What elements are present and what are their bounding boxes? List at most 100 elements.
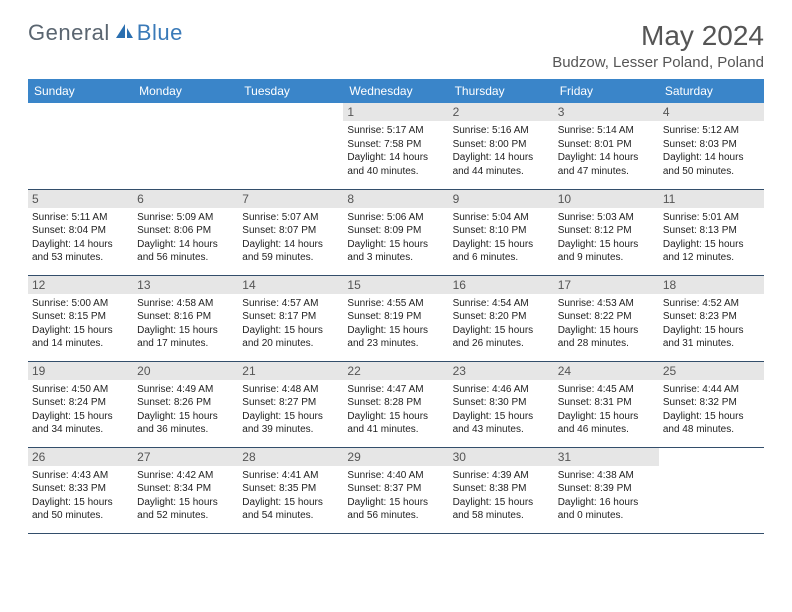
day-info: Sunrise: 4:47 AMSunset: 8:28 PMDaylight:… (347, 383, 444, 437)
calendar-day-cell: 28Sunrise: 4:41 AMSunset: 8:35 PMDayligh… (238, 447, 343, 533)
day-info: Sunrise: 5:16 AMSunset: 8:00 PMDaylight:… (453, 124, 550, 178)
logo-sail-icon (114, 22, 134, 45)
calendar-day-cell: 10 Sunrise: 5:03 AMSunset: 8:12 PMDayligh… (554, 189, 659, 275)
day-number: 6 (133, 190, 238, 208)
day-info: Sunrise: 5:09 AMSunset: 8:06 PMDaylight:… (137, 211, 234, 265)
weekday-header: Thursday (449, 79, 554, 103)
day-info: Sunrise: 5:04 AMSunset: 8:10 PMDaylight:… (453, 211, 550, 265)
calendar-day-cell: 27 Sunrise: 4:42 AMSunset: 8:34 PMDayligh… (133, 447, 238, 533)
day-number: 17 (554, 276, 659, 294)
day-number: 20 (133, 362, 238, 380)
day-info: Sunrise: 4:46 AMSunset: 8:30 PMDaylight:… (453, 383, 550, 437)
calendar-day-cell: 6 Sunrise: 5:09 AMSunset: 8:06 PMDaylight… (133, 189, 238, 275)
calendar-day-cell: 18 Sunrise: 4:52 AMSunset: 8:23 PMDayligh… (659, 275, 764, 361)
calendar-day-cell: 26 Sunrise: 4:43 AMSunset: 8:33 PMDayligh… (28, 447, 133, 533)
calendar-day-cell (28, 103, 133, 189)
calendar-day-cell: 11 Sunrise: 5:01 AMSunset: 8:13 PMDayligh… (659, 189, 764, 275)
calendar-day-cell: 17Sunrise: 4:53 AMSunset: 8:22 PMDayligh… (554, 275, 659, 361)
day-number: 27 (133, 448, 238, 466)
day-info: Sunrise: 4:43 AMSunset: 8:33 PMDaylight:… (32, 469, 129, 523)
day-number: 16 (449, 276, 554, 294)
day-number: 25 (659, 362, 764, 380)
day-number: 31 (554, 448, 659, 466)
day-info: Sunrise: 4:48 AMSunset: 8:27 PMDaylight:… (242, 383, 339, 437)
calendar-table: Sunday Monday Tuesday Wednesday Thursday… (28, 79, 764, 534)
day-info: Sunrise: 4:38 AMSunset: 8:39 PMDaylight:… (558, 469, 655, 523)
day-info: Sunrise: 4:45 AMSunset: 8:31 PMDaylight:… (558, 383, 655, 437)
day-number: 24 (554, 362, 659, 380)
calendar-day-cell: 12Sunrise: 5:00 AMSunset: 8:15 PMDayligh… (28, 275, 133, 361)
day-info: Sunrise: 4:39 AMSunset: 8:38 PMDaylight:… (453, 469, 550, 523)
day-number: 8 (343, 190, 448, 208)
day-info: Sunrise: 4:57 AMSunset: 8:17 PMDaylight:… (242, 297, 339, 351)
calendar-day-cell: 8 Sunrise: 5:06 AMSunset: 8:09 PMDaylight… (343, 189, 448, 275)
weekday-header: Monday (133, 79, 238, 103)
calendar-day-cell: 23 Sunrise: 4:46 AMSunset: 8:30 PMDayligh… (449, 361, 554, 447)
weekday-header: Wednesday (343, 79, 448, 103)
location: Budzow, Lesser Poland, Poland (552, 54, 764, 71)
calendar-page: General Blue May 2024 Budzow, Lesser Pol… (0, 0, 792, 534)
calendar-day-cell: 4 Sunrise: 5:12 AMSunset: 8:03 PMDaylight… (659, 103, 764, 189)
weekday-header-row: Sunday Monday Tuesday Wednesday Thursday… (28, 79, 764, 103)
day-info: Sunrise: 5:01 AMSunset: 8:13 PMDaylight:… (663, 211, 760, 265)
calendar-day-cell (659, 447, 764, 533)
day-info: Sunrise: 5:03 AMSunset: 8:12 PMDaylight:… (558, 211, 655, 265)
weekday-header: Friday (554, 79, 659, 103)
day-number: 14 (238, 276, 343, 294)
calendar-day-cell: 9Sunrise: 5:04 AMSunset: 8:10 PMDaylight… (449, 189, 554, 275)
day-number: 1 (343, 103, 448, 121)
day-number: 26 (28, 448, 133, 466)
day-info: Sunrise: 5:14 AMSunset: 8:01 PMDaylight:… (558, 124, 655, 178)
day-number: 30 (449, 448, 554, 466)
day-info: Sunrise: 5:12 AMSunset: 8:03 PMDaylight:… (663, 124, 760, 178)
calendar-day-cell: 5 Sunrise: 5:11 AMSunset: 8:04 PMDaylight… (28, 189, 133, 275)
day-number: 4 (659, 103, 764, 121)
calendar-day-cell: 19 Sunrise: 4:50 AMSunset: 8:24 PMDayligh… (28, 361, 133, 447)
calendar-week-row: 5 Sunrise: 5:11 AMSunset: 8:04 PMDaylight… (28, 189, 764, 275)
day-info: Sunrise: 4:44 AMSunset: 8:32 PMDaylight:… (663, 383, 760, 437)
day-number: 21 (238, 362, 343, 380)
calendar-day-cell: 22 Sunrise: 4:47 AMSunset: 8:28 PMDayligh… (343, 361, 448, 447)
day-number: 23 (449, 362, 554, 380)
day-number: 11 (659, 190, 764, 208)
day-number: 2 (449, 103, 554, 121)
weekday-header: Sunday (28, 79, 133, 103)
weekday-header: Tuesday (238, 79, 343, 103)
day-info: Sunrise: 4:55 AMSunset: 8:19 PMDaylight:… (347, 297, 444, 351)
calendar-day-cell: 30 Sunrise: 4:39 AMSunset: 8:38 PMDayligh… (449, 447, 554, 533)
day-number: 19 (28, 362, 133, 380)
calendar-body: 1Sunrise: 5:17 AMSunset: 7:58 PMDaylight… (28, 103, 764, 533)
day-info: Sunrise: 5:06 AMSunset: 8:09 PMDaylight:… (347, 211, 444, 265)
day-number: 3 (554, 103, 659, 121)
month-title: May 2024 (552, 20, 764, 52)
day-number: 18 (659, 276, 764, 294)
logo: General Blue (28, 20, 183, 46)
day-info: Sunrise: 4:52 AMSunset: 8:23 PMDaylight:… (663, 297, 760, 351)
day-number: 22 (343, 362, 448, 380)
calendar-day-cell: 15 Sunrise: 4:55 AMSunset: 8:19 PMDayligh… (343, 275, 448, 361)
day-info: Sunrise: 5:00 AMSunset: 8:15 PMDaylight:… (32, 297, 129, 351)
day-number: 5 (28, 190, 133, 208)
day-info: Sunrise: 4:41 AMSunset: 8:35 PMDaylight:… (242, 469, 339, 523)
logo-text-blue: Blue (137, 20, 183, 46)
calendar-day-cell: 29Sunrise: 4:40 AMSunset: 8:37 PMDayligh… (343, 447, 448, 533)
day-info: Sunrise: 4:54 AMSunset: 8:20 PMDaylight:… (453, 297, 550, 351)
calendar-week-row: 1Sunrise: 5:17 AMSunset: 7:58 PMDaylight… (28, 103, 764, 189)
calendar-day-cell: 14 Sunrise: 4:57 AMSunset: 8:17 PMDayligh… (238, 275, 343, 361)
header: General Blue May 2024 Budzow, Lesser Pol… (28, 20, 764, 71)
day-info: Sunrise: 4:42 AMSunset: 8:34 PMDaylight:… (137, 469, 234, 523)
calendar-day-cell: 25 Sunrise: 4:44 AMSunset: 8:32 PMDayligh… (659, 361, 764, 447)
day-number: 15 (343, 276, 448, 294)
calendar-day-cell: 3 Sunrise: 5:14 AMSunset: 8:01 PMDaylight… (554, 103, 659, 189)
calendar-day-cell (238, 103, 343, 189)
calendar-day-cell: 16 Sunrise: 4:54 AMSunset: 8:20 PMDayligh… (449, 275, 554, 361)
calendar-day-cell: 21 Sunrise: 4:48 AMSunset: 8:27 PMDayligh… (238, 361, 343, 447)
calendar-day-cell: 1Sunrise: 5:17 AMSunset: 7:58 PMDaylight… (343, 103, 448, 189)
day-info: Sunrise: 4:50 AMSunset: 8:24 PMDaylight:… (32, 383, 129, 437)
day-number: 7 (238, 190, 343, 208)
day-info: Sunrise: 5:11 AMSunset: 8:04 PMDaylight:… (32, 211, 129, 265)
day-info: Sunrise: 5:07 AMSunset: 8:07 PMDaylight:… (242, 211, 339, 265)
logo-text-general: General (28, 20, 110, 46)
day-number: 10 (554, 190, 659, 208)
calendar-day-cell: 7 Sunrise: 5:07 AMSunset: 8:07 PMDaylight… (238, 189, 343, 275)
